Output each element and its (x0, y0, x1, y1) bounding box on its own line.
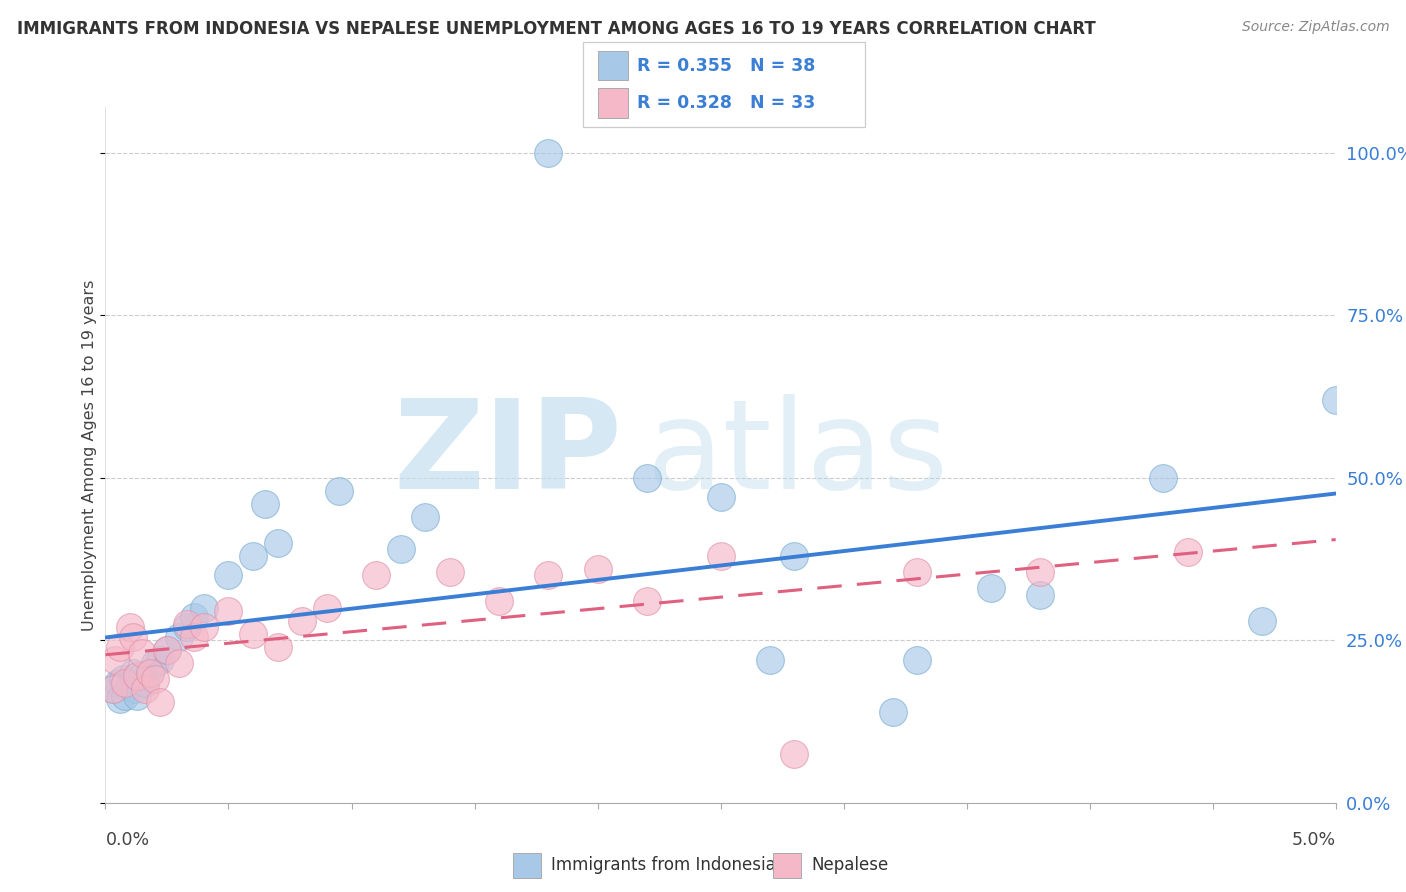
Point (218, 604, 240, 618)
Point (193, 600, 215, 615)
Point (110, 691, 132, 706)
Point (127, 689, 149, 703)
Point (111, 672, 134, 686)
Text: R = 0.328   N = 33: R = 0.328 N = 33 (637, 94, 815, 112)
Point (131, 646, 153, 660)
Point (415, 509, 437, 524)
Point (156, 643, 179, 657)
Point (114, 689, 136, 703)
Point (636, 471, 658, 485)
Point (176, 617, 198, 632)
Point (783, 747, 806, 761)
Point (131, 669, 153, 683)
Point (759, 653, 782, 667)
Point (121, 665, 143, 680)
Point (169, 630, 191, 644)
Point (1029, 565, 1052, 579)
Point (907, 653, 929, 667)
Point (149, 653, 172, 667)
Point (134, 675, 156, 690)
Point (101, 681, 124, 696)
Point (143, 656, 166, 670)
Point (315, 600, 337, 615)
Point (218, 568, 240, 582)
Point (537, 568, 560, 582)
Point (328, 483, 350, 498)
Point (149, 695, 172, 709)
Point (389, 542, 412, 557)
Point (107, 675, 129, 690)
Text: ZIP: ZIP (394, 394, 621, 516)
Point (176, 620, 198, 634)
Point (242, 549, 264, 563)
Point (636, 594, 658, 608)
Text: IMMIGRANTS FROM INDONESIA VS NEPALESE UNEMPLOYMENT AMONG AGES 16 TO 19 YEARS COR: IMMIGRANTS FROM INDONESIA VS NEPALESE UN… (17, 20, 1095, 37)
Point (101, 681, 124, 696)
Point (242, 626, 264, 640)
Point (139, 665, 162, 680)
Point (139, 665, 162, 680)
Point (127, 669, 149, 683)
Point (156, 643, 179, 657)
Point (980, 581, 1002, 595)
Point (104, 653, 127, 667)
Point (143, 672, 166, 686)
Point (193, 620, 215, 634)
Text: R = 0.355   N = 38: R = 0.355 N = 38 (637, 57, 815, 75)
Point (120, 679, 141, 693)
Point (121, 630, 143, 644)
Text: Nepalese: Nepalese (811, 856, 889, 874)
Point (124, 681, 146, 696)
Point (1177, 545, 1199, 559)
Point (586, 562, 609, 576)
Text: Source: ZipAtlas.com: Source: ZipAtlas.com (1241, 20, 1389, 34)
Text: Immigrants from Indonesia: Immigrants from Indonesia (551, 856, 776, 874)
Point (783, 549, 806, 563)
Point (267, 535, 290, 549)
Point (169, 656, 191, 670)
Point (254, 497, 277, 511)
Point (1251, 614, 1274, 628)
Point (1324, 392, 1347, 407)
Point (291, 614, 314, 628)
Text: 0.0%: 0.0% (105, 831, 149, 849)
Point (710, 549, 733, 563)
Point (1029, 588, 1052, 602)
Point (183, 610, 205, 624)
Point (439, 565, 461, 579)
Point (907, 565, 929, 579)
Point (882, 705, 904, 719)
Point (1153, 471, 1175, 485)
Point (537, 145, 560, 160)
Point (183, 630, 205, 644)
Point (366, 568, 388, 582)
Point (110, 640, 132, 654)
Text: 5.0%: 5.0% (1292, 831, 1336, 849)
Point (120, 620, 141, 634)
Point (134, 681, 156, 696)
Point (488, 594, 510, 608)
Point (710, 490, 733, 504)
Text: atlas: atlas (647, 394, 949, 516)
Y-axis label: Unemployment Among Ages 16 to 19 years: Unemployment Among Ages 16 to 19 years (82, 279, 97, 631)
Point (114, 675, 136, 690)
Point (267, 640, 290, 654)
